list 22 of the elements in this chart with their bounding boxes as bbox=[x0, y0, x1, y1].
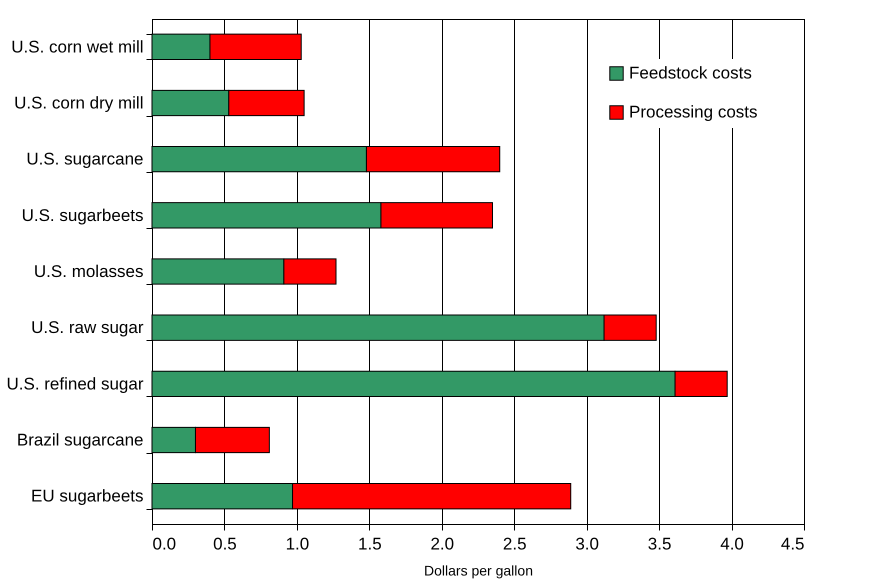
x-tick-label: 4.5 bbox=[780, 534, 804, 554]
y-tick-label: U.S. refined sugar bbox=[6, 374, 144, 394]
legend-label: Feedstock costs bbox=[629, 64, 752, 82]
x-tick-label: 2.0 bbox=[430, 534, 454, 554]
y-tick-label: Brazil sugarcane bbox=[16, 430, 144, 450]
x-tick-label: 1.5 bbox=[358, 534, 382, 554]
y-tick-label: U.S. raw sugar bbox=[31, 318, 144, 338]
x-tick-label: 4.0 bbox=[720, 534, 744, 554]
y-tick-label: U.S. sugarcane bbox=[26, 150, 144, 169]
x-tick-label: 3.5 bbox=[648, 534, 672, 554]
y-tick-label: U.S. corn wet mill bbox=[11, 37, 144, 56]
y-tick-label: U.S. corn dry mill bbox=[14, 93, 144, 112]
legend-label: Processing costs bbox=[629, 102, 758, 122]
x-tick-label: 3.0 bbox=[575, 534, 599, 554]
x-tick-label: 0.5 bbox=[213, 534, 237, 554]
x-tick-label: 1.0 bbox=[286, 534, 310, 554]
x-tick-label: 0.0 bbox=[152, 534, 176, 554]
y-tick-label: EU sugarbeets bbox=[31, 486, 144, 506]
x-axis-title: Dollars per gallon bbox=[424, 562, 533, 578]
x-tick-label: 2.5 bbox=[502, 534, 527, 554]
y-tick-label: U.S. sugarbeets bbox=[22, 206, 144, 225]
y-tick-label: U.S. molasses bbox=[34, 262, 144, 281]
